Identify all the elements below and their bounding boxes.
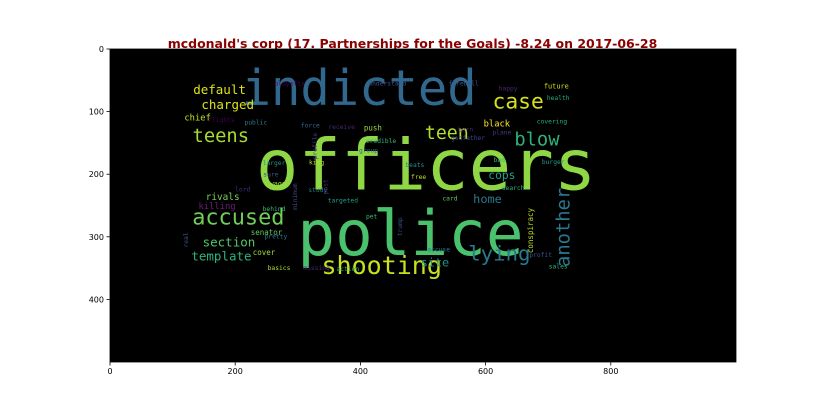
word-basics: basics — [268, 265, 291, 272]
word-site: site — [421, 255, 450, 269]
x-tick-label: 0 — [107, 367, 112, 376]
word-sales: sales — [549, 263, 568, 270]
word-lord: lord — [235, 186, 250, 193]
word-shooting: shooting — [321, 251, 441, 280]
word-cover: cover — [253, 248, 276, 257]
word-officers: officers — [256, 123, 596, 206]
word-template: template — [191, 249, 251, 264]
y-tick: 400 — [89, 295, 110, 304]
word-trump: trump — [397, 217, 404, 236]
word-study: study — [308, 187, 327, 194]
word-minimum: minimum — [292, 183, 299, 210]
word-teen: teen — [425, 123, 469, 144]
word-flights: flights — [208, 117, 235, 124]
y-tick: 200 — [89, 170, 110, 179]
word-beats: beats — [405, 162, 424, 169]
x-tick: 400 — [353, 362, 368, 376]
x-tick-label: 600 — [478, 367, 493, 376]
y-tick-label: 400 — [89, 295, 104, 304]
word-indicted: indicted — [242, 60, 477, 117]
y-tick-label: 300 — [89, 233, 104, 242]
word-chief: chief — [184, 113, 210, 123]
word-godfather: godfather — [451, 135, 485, 142]
y-tick-label: 200 — [89, 170, 104, 179]
word-bad: bad — [494, 157, 506, 164]
word-free: free — [411, 174, 426, 181]
x-tick-label: 800 — [603, 367, 618, 376]
word-health: health — [547, 95, 570, 102]
word-section: section — [203, 234, 256, 249]
word-pretty: pretty — [265, 233, 288, 240]
word-fireball: fireball — [449, 81, 480, 88]
y-tick: 300 — [89, 233, 110, 242]
x-tick: 0 — [107, 362, 113, 376]
word-accused: accused — [192, 206, 284, 231]
word-action: action — [337, 266, 360, 273]
x-tick: 600 — [478, 362, 493, 376]
word-profile: profile — [312, 133, 319, 160]
word-teens: teens — [193, 126, 250, 147]
word-case: case — [493, 90, 544, 115]
word-targeted: targeted — [328, 198, 359, 205]
word-killing: killing — [199, 202, 236, 212]
word-another: another — [553, 188, 574, 267]
y-tick-label: 0 — [99, 45, 104, 54]
word-king: king — [309, 159, 324, 166]
word-public: public — [244, 119, 267, 126]
word-charged: charged — [201, 97, 254, 112]
x-tick-label: 200 — [228, 367, 243, 376]
word-wage: wage — [269, 180, 286, 188]
word-pet: pet — [366, 213, 378, 220]
word-born: born — [458, 126, 473, 133]
word-cops: cops — [488, 169, 515, 182]
word-playsfix: playsfix — [274, 81, 305, 88]
y-tick: 100 — [89, 108, 110, 117]
word-profit: profit — [529, 252, 552, 259]
word-senator: senator — [251, 228, 283, 237]
word-default: default — [193, 82, 246, 97]
plot-frame — [109, 48, 737, 363]
word-larger: larger — [263, 160, 286, 167]
word-covering: covering — [537, 119, 568, 126]
word-missing: missing — [303, 265, 330, 272]
axes: 0 200 400 600 800 0 100 200 300 400 — [89, 45, 737, 376]
plot-area — [110, 49, 736, 362]
word-police: police — [297, 197, 523, 270]
x-tick-label: 400 — [353, 367, 368, 376]
x-tick: 800 — [603, 362, 618, 376]
word-post: post — [322, 179, 329, 194]
word-blow: blow — [514, 129, 560, 150]
word-burger: burger — [542, 159, 565, 166]
word-credible: credible — [366, 138, 397, 145]
word-plane: plane — [492, 129, 511, 136]
word-card: card — [442, 196, 457, 203]
word-conspiracy: conspiracy — [526, 207, 535, 253]
x-tick: 200 — [228, 362, 243, 376]
word-receive: receive — [328, 124, 355, 131]
word-black: black — [484, 120, 511, 130]
word-future: future — [544, 83, 569, 91]
y-tick: 0 — [99, 45, 110, 54]
word-rivals: rivals — [206, 192, 240, 203]
word-home: home — [473, 192, 502, 206]
chart-title: mcdonald's corp (17. Partnerships for th… — [167, 36, 658, 51]
word-real: real — [183, 232, 190, 247]
word-group: group — [359, 148, 378, 155]
word-sure: sure — [263, 171, 278, 178]
word-understand: understand — [368, 81, 406, 88]
word-search: search — [502, 185, 525, 192]
word-accuse: accuse — [427, 246, 450, 253]
word-force: force — [301, 122, 320, 129]
y-tick-label: 100 — [89, 108, 104, 117]
word-happy: happy — [499, 86, 518, 93]
word-push: push — [364, 123, 382, 132]
word-lying: lying — [468, 242, 530, 266]
word-behind: behind — [263, 206, 286, 213]
